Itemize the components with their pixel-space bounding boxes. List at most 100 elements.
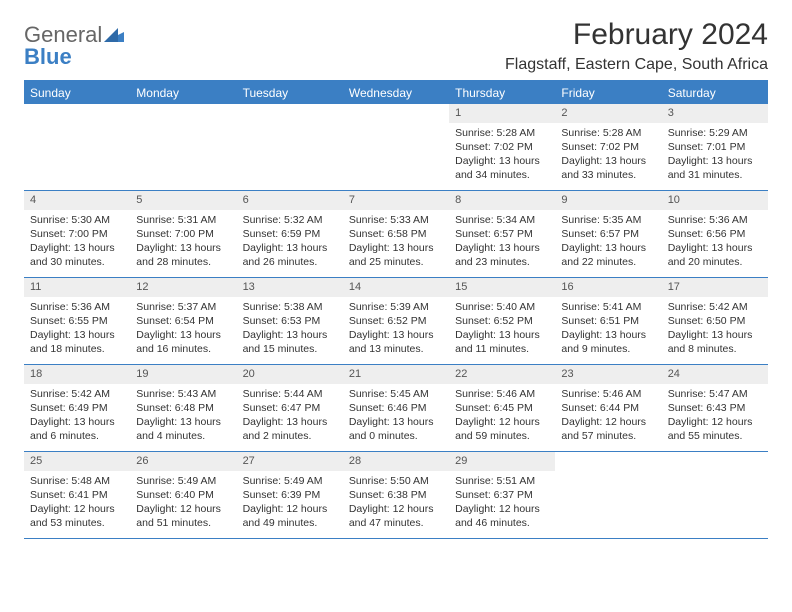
cell-body: Sunrise: 5:44 AMSunset: 6:47 PMDaylight:…	[237, 384, 343, 450]
logo-word-blue: Blue	[24, 44, 72, 69]
sunset-text: Sunset: 6:50 PM	[668, 314, 762, 328]
daylight-text: Daylight: 13 hours and 20 minutes.	[668, 241, 762, 269]
cell-body: Sunrise: 5:33 AMSunset: 6:58 PMDaylight:…	[343, 210, 449, 276]
calendar-cell: 11Sunrise: 5:36 AMSunset: 6:55 PMDayligh…	[24, 278, 130, 364]
title-block: February 2024 Flagstaff, Eastern Cape, S…	[505, 18, 768, 74]
sunset-text: Sunset: 6:52 PM	[349, 314, 443, 328]
calendar-cell: 22Sunrise: 5:46 AMSunset: 6:45 PMDayligh…	[449, 365, 555, 451]
daylight-text: Daylight: 12 hours and 59 minutes.	[455, 415, 549, 443]
day-number: 13	[237, 278, 343, 297]
daylight-text: Daylight: 13 hours and 18 minutes.	[30, 328, 124, 356]
day-number: 28	[343, 452, 449, 471]
daylight-text: Daylight: 13 hours and 13 minutes.	[349, 328, 443, 356]
sunset-text: Sunset: 7:00 PM	[30, 227, 124, 241]
sunrise-text: Sunrise: 5:44 AM	[243, 387, 337, 401]
daylight-text: Daylight: 13 hours and 6 minutes.	[30, 415, 124, 443]
sunset-text: Sunset: 7:02 PM	[455, 140, 549, 154]
day-number: 5	[130, 191, 236, 210]
sunset-text: Sunset: 6:41 PM	[30, 488, 124, 502]
calendar-cell: 17Sunrise: 5:42 AMSunset: 6:50 PMDayligh…	[662, 278, 768, 364]
calendar-cell	[343, 104, 449, 190]
sunrise-text: Sunrise: 5:46 AM	[455, 387, 549, 401]
sunset-text: Sunset: 6:56 PM	[668, 227, 762, 241]
day-number: 14	[343, 278, 449, 297]
calendar-cell: 21Sunrise: 5:45 AMSunset: 6:46 PMDayligh…	[343, 365, 449, 451]
day-number: 9	[555, 191, 661, 210]
sunrise-text: Sunrise: 5:51 AM	[455, 474, 549, 488]
calendar: Sunday Monday Tuesday Wednesday Thursday…	[24, 80, 768, 539]
calendar-cell: 15Sunrise: 5:40 AMSunset: 6:52 PMDayligh…	[449, 278, 555, 364]
sunrise-text: Sunrise: 5:42 AM	[668, 300, 762, 314]
weekday-header: Wednesday	[343, 82, 449, 104]
sunrise-text: Sunrise: 5:50 AM	[349, 474, 443, 488]
cell-body: Sunrise: 5:34 AMSunset: 6:57 PMDaylight:…	[449, 210, 555, 276]
calendar-cell	[662, 452, 768, 538]
cell-body: Sunrise: 5:48 AMSunset: 6:41 PMDaylight:…	[24, 471, 130, 537]
sunrise-text: Sunrise: 5:32 AM	[243, 213, 337, 227]
cell-body: Sunrise: 5:49 AMSunset: 6:40 PMDaylight:…	[130, 471, 236, 537]
day-number: 27	[237, 452, 343, 471]
location: Flagstaff, Eastern Cape, South Africa	[505, 56, 768, 74]
calendar-cell: 4Sunrise: 5:30 AMSunset: 7:00 PMDaylight…	[24, 191, 130, 277]
weekday-header: Monday	[130, 82, 236, 104]
cell-body: Sunrise: 5:37 AMSunset: 6:54 PMDaylight:…	[130, 297, 236, 363]
calendar-cell: 1Sunrise: 5:28 AMSunset: 7:02 PMDaylight…	[449, 104, 555, 190]
cell-body: Sunrise: 5:49 AMSunset: 6:39 PMDaylight:…	[237, 471, 343, 537]
day-number: 24	[662, 365, 768, 384]
sunset-text: Sunset: 6:57 PM	[455, 227, 549, 241]
calendar-cell: 16Sunrise: 5:41 AMSunset: 6:51 PMDayligh…	[555, 278, 661, 364]
day-number: 17	[662, 278, 768, 297]
cell-body: Sunrise: 5:45 AMSunset: 6:46 PMDaylight:…	[343, 384, 449, 450]
weekday-header: Friday	[555, 82, 661, 104]
sunrise-text: Sunrise: 5:37 AM	[136, 300, 230, 314]
daylight-text: Daylight: 13 hours and 28 minutes.	[136, 241, 230, 269]
sunset-text: Sunset: 6:58 PM	[349, 227, 443, 241]
calendar-cell: 19Sunrise: 5:43 AMSunset: 6:48 PMDayligh…	[130, 365, 236, 451]
calendar-cell: 9Sunrise: 5:35 AMSunset: 6:57 PMDaylight…	[555, 191, 661, 277]
weekday-header-row: Sunday Monday Tuesday Wednesday Thursday…	[24, 82, 768, 104]
daylight-text: Daylight: 13 hours and 33 minutes.	[561, 154, 655, 182]
calendar-cell	[130, 104, 236, 190]
day-number: 3	[662, 104, 768, 123]
daylight-text: Daylight: 13 hours and 25 minutes.	[349, 241, 443, 269]
cell-body: Sunrise: 5:32 AMSunset: 6:59 PMDaylight:…	[237, 210, 343, 276]
sunset-text: Sunset: 6:54 PM	[136, 314, 230, 328]
cell-body: Sunrise: 5:31 AMSunset: 7:00 PMDaylight:…	[130, 210, 236, 276]
daylight-text: Daylight: 13 hours and 34 minutes.	[455, 154, 549, 182]
week-row: 4Sunrise: 5:30 AMSunset: 7:00 PMDaylight…	[24, 191, 768, 278]
calendar-cell: 24Sunrise: 5:47 AMSunset: 6:43 PMDayligh…	[662, 365, 768, 451]
sunset-text: Sunset: 6:51 PM	[561, 314, 655, 328]
sunset-text: Sunset: 6:37 PM	[455, 488, 549, 502]
sunrise-text: Sunrise: 5:49 AM	[243, 474, 337, 488]
calendar-cell: 18Sunrise: 5:42 AMSunset: 6:49 PMDayligh…	[24, 365, 130, 451]
weekday-header: Sunday	[24, 82, 130, 104]
cell-body: Sunrise: 5:38 AMSunset: 6:53 PMDaylight:…	[237, 297, 343, 363]
sunrise-text: Sunrise: 5:39 AM	[349, 300, 443, 314]
sunrise-text: Sunrise: 5:31 AM	[136, 213, 230, 227]
cell-body: Sunrise: 5:42 AMSunset: 6:50 PMDaylight:…	[662, 297, 768, 363]
sunrise-text: Sunrise: 5:42 AM	[30, 387, 124, 401]
calendar-cell: 12Sunrise: 5:37 AMSunset: 6:54 PMDayligh…	[130, 278, 236, 364]
sunset-text: Sunset: 6:49 PM	[30, 401, 124, 415]
day-number: 15	[449, 278, 555, 297]
cell-body: Sunrise: 5:39 AMSunset: 6:52 PMDaylight:…	[343, 297, 449, 363]
calendar-cell: 27Sunrise: 5:49 AMSunset: 6:39 PMDayligh…	[237, 452, 343, 538]
calendar-cell: 25Sunrise: 5:48 AMSunset: 6:41 PMDayligh…	[24, 452, 130, 538]
sunrise-text: Sunrise: 5:38 AM	[243, 300, 337, 314]
sunrise-text: Sunrise: 5:29 AM	[668, 126, 762, 140]
sunrise-text: Sunrise: 5:43 AM	[136, 387, 230, 401]
day-number: 11	[24, 278, 130, 297]
sunset-text: Sunset: 7:00 PM	[136, 227, 230, 241]
daylight-text: Daylight: 13 hours and 0 minutes.	[349, 415, 443, 443]
daylight-text: Daylight: 12 hours and 53 minutes.	[30, 502, 124, 530]
daylight-text: Daylight: 13 hours and 15 minutes.	[243, 328, 337, 356]
day-number: 29	[449, 452, 555, 471]
cell-body: Sunrise: 5:35 AMSunset: 6:57 PMDaylight:…	[555, 210, 661, 276]
calendar-cell: 13Sunrise: 5:38 AMSunset: 6:53 PMDayligh…	[237, 278, 343, 364]
calendar-cell: 14Sunrise: 5:39 AMSunset: 6:52 PMDayligh…	[343, 278, 449, 364]
week-row: 18Sunrise: 5:42 AMSunset: 6:49 PMDayligh…	[24, 365, 768, 452]
calendar-cell: 10Sunrise: 5:36 AMSunset: 6:56 PMDayligh…	[662, 191, 768, 277]
sunrise-text: Sunrise: 5:46 AM	[561, 387, 655, 401]
day-number: 26	[130, 452, 236, 471]
sunset-text: Sunset: 6:46 PM	[349, 401, 443, 415]
